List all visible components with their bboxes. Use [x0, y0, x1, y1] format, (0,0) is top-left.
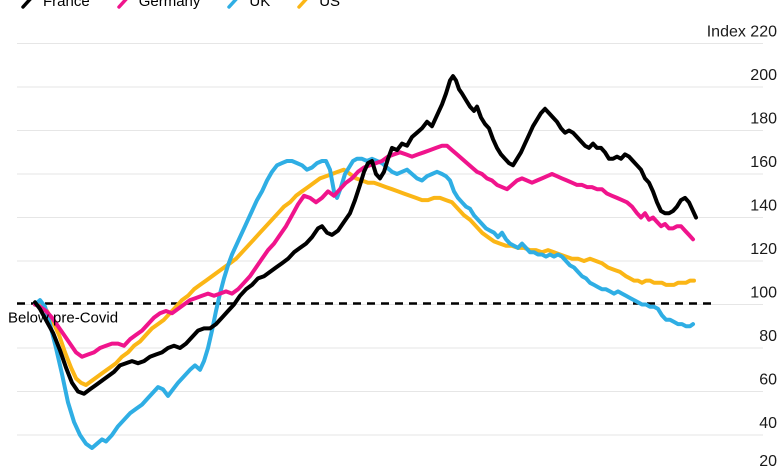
y-tick-label-60: 60	[759, 372, 777, 389]
y-tick-label-100: 100	[750, 285, 777, 302]
y-tick-label-220: Index 220	[707, 24, 777, 41]
legend-label-france: France	[43, 0, 90, 10]
y-tick-label-120: 120	[750, 241, 777, 258]
y-tick-label-40: 40	[759, 415, 777, 432]
series-line-us	[33, 167, 696, 387]
legend-item-uk: UK	[226, 0, 270, 10]
legend-label-germany: Germany	[138, 0, 201, 10]
y-tick-label-200: 200	[750, 67, 777, 84]
legend-item-france: France	[20, 0, 90, 10]
germany-line-swatch-icon	[116, 0, 128, 9]
legend-item-us: US	[296, 0, 340, 10]
y-tick-label-140: 140	[750, 198, 777, 215]
y-tick-label-80: 80	[759, 328, 777, 345]
y-tick-label-20: 20	[759, 453, 777, 470]
legend: France Germany UK US	[20, 0, 340, 10]
below-pre-covid-annotation: Below pre-Covid	[8, 310, 118, 327]
series-line-germany	[33, 143, 695, 359]
y-tick-label-160: 160	[750, 154, 777, 171]
france-line-swatch-icon	[21, 0, 32, 9]
us-line-swatch-icon	[297, 0, 308, 9]
legend-label-us: US	[319, 0, 341, 10]
legend-item-germany: Germany	[116, 0, 201, 10]
series-line-france	[33, 74, 698, 396]
uk-line-swatch-icon	[227, 0, 239, 9]
legend-label-uk: UK	[249, 0, 271, 10]
series-line-uk	[33, 156, 695, 450]
y-tick-label-180: 180	[750, 111, 777, 128]
